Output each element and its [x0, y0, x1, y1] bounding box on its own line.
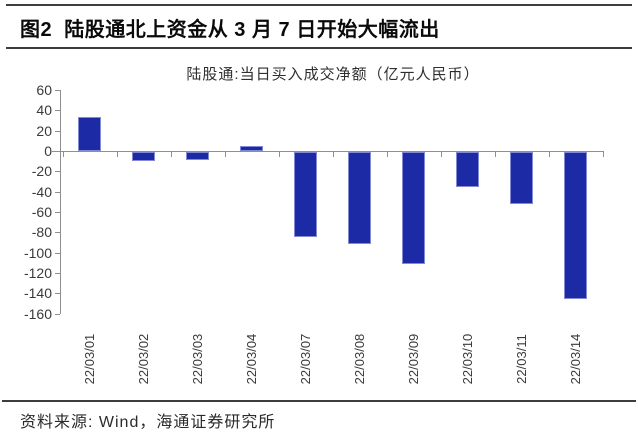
x-tick-label: 22/03/03 — [189, 333, 205, 385]
y-tick-label: -160 — [23, 305, 52, 322]
y-tick-label: 20 — [36, 122, 52, 139]
y-tick-label: -80 — [31, 224, 52, 241]
y-tick-label: -120 — [23, 264, 52, 281]
x-tick — [170, 152, 172, 157]
y-tick — [55, 272, 60, 274]
y-tick-label: -140 — [23, 285, 52, 302]
figure-title: 图2 陆股通北上资金从 3 月 7 日开始大幅流出 — [20, 19, 440, 41]
chart-title: 陆股通:当日买入成交净额（亿元人民币） — [186, 66, 480, 83]
x-tick — [602, 152, 604, 157]
x-tick — [224, 152, 226, 157]
y-tick — [55, 212, 60, 213]
x-tick — [386, 152, 388, 157]
x-tick-label: 22/03/09 — [405, 333, 421, 385]
x-tick-label: 22/03/10 — [459, 333, 475, 385]
x-axis-line — [60, 151, 604, 152]
x-tick-label: 22/03/14 — [567, 333, 583, 385]
x-tick — [62, 152, 64, 157]
bar — [456, 152, 479, 187]
x-tick-label: 22/03/01 — [81, 333, 97, 385]
bar — [402, 152, 425, 264]
bar — [348, 152, 371, 244]
y-tick — [52, 151, 60, 152]
x-tick-label: 22/03/08 — [351, 333, 367, 385]
x-tick-label: 22/03/07 — [297, 333, 313, 385]
y-tick-label: 60 — [36, 82, 52, 98]
y-tick — [55, 110, 60, 112]
bar — [186, 152, 209, 161]
bar — [294, 152, 317, 238]
y-tick-label: 40 — [36, 102, 52, 119]
title-divider — [6, 47, 632, 49]
bar — [564, 152, 587, 300]
x-tick — [548, 152, 550, 157]
source-note: 资料来源: Wind，海通证券研究所 — [20, 414, 276, 431]
x-tick — [116, 152, 118, 157]
y-tick-label: -40 — [31, 183, 52, 200]
top-divider — [6, 4, 632, 6]
x-tick — [332, 152, 334, 157]
y-tick — [55, 293, 60, 295]
y-tick — [55, 130, 60, 132]
x-tick-label: 22/03/11 — [513, 334, 529, 384]
bar — [510, 152, 533, 204]
y-tick-label: -100 — [23, 244, 52, 261]
x-tick — [494, 152, 496, 157]
x-tick-label: 22/03/02 — [135, 333, 151, 385]
y-tick-label: -20 — [31, 163, 52, 180]
bottom-divider — [2, 400, 636, 402]
bar — [78, 117, 101, 151]
y-tick — [55, 313, 60, 315]
y-axis-line — [60, 90, 61, 314]
y-tick — [55, 90, 60, 91]
bar — [240, 145, 263, 151]
y-tick — [55, 232, 60, 234]
y-tick-label: -60 — [31, 204, 52, 220]
x-tick — [440, 152, 442, 157]
y-tick — [55, 171, 60, 173]
y-tick-label: 0 — [44, 143, 52, 159]
y-tick — [55, 191, 60, 193]
x-tick-label: 22/03/04 — [243, 333, 259, 385]
y-tick — [55, 252, 60, 254]
bar — [132, 152, 155, 162]
x-tick — [278, 152, 280, 157]
